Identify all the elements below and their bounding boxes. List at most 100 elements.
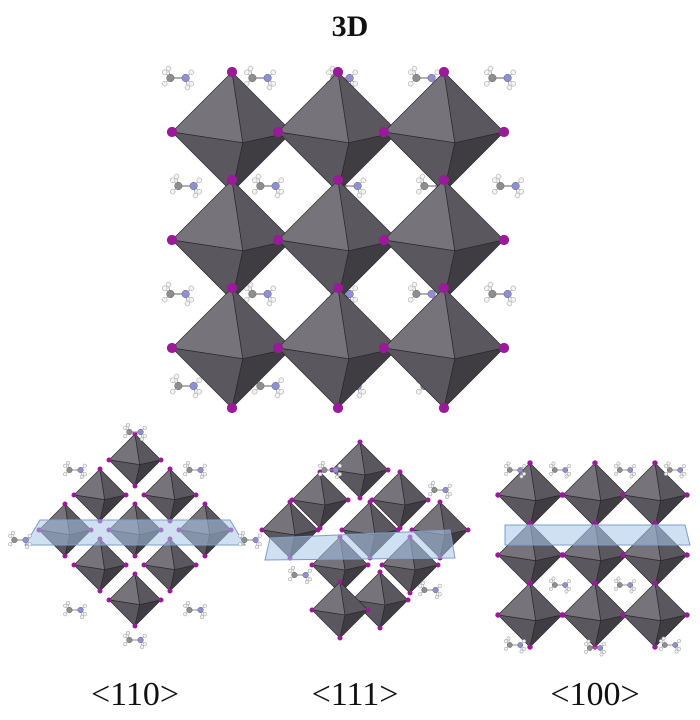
octahedron	[378, 282, 510, 414]
hydrogen-atom	[495, 173, 502, 180]
carbon-atom	[488, 289, 497, 299]
hydrogen-atom	[334, 474, 340, 480]
hydrogen-atom	[407, 285, 414, 292]
hydrogen-atom	[415, 188, 422, 195]
nitrogen-atom	[302, 571, 309, 579]
hydrogen-atom	[192, 392, 199, 399]
hydrogen-atom	[434, 594, 440, 600]
nitrogen-atom	[197, 466, 204, 474]
iodide-atom	[315, 527, 321, 533]
octahedron	[106, 431, 164, 489]
hydrogen-atom	[278, 377, 285, 384]
hydrogen-atom	[202, 612, 207, 617]
octahedron	[369, 469, 431, 531]
hydrogen-atom	[548, 586, 553, 591]
iodide-atom	[166, 234, 178, 246]
iodide-atom	[527, 520, 533, 526]
octahedron-face	[108, 573, 141, 606]
hydrogen-atom	[674, 649, 679, 654]
octahedron-face	[171, 179, 244, 252]
octahedron-face	[277, 71, 350, 144]
iodide-atom	[357, 495, 363, 501]
carbon-atom	[166, 289, 175, 299]
iodide-atom	[259, 527, 265, 533]
hydrogen-atom	[551, 576, 556, 581]
iodide-atom	[202, 501, 208, 507]
nitrogen-atom	[503, 73, 512, 83]
octahedron-face	[339, 564, 370, 595]
iodide-atom	[620, 552, 626, 558]
octahedron-face	[277, 287, 350, 360]
carbon-atom	[126, 428, 133, 436]
nitrogen-atom	[672, 642, 679, 648]
nitrogen-atom	[427, 73, 436, 83]
hydrogen-atom	[188, 80, 195, 87]
octahedron	[71, 536, 129, 594]
carbon-atom	[421, 586, 428, 594]
octahedron-face	[107, 599, 141, 627]
octahedron-face	[99, 564, 128, 593]
iodide-atom	[287, 499, 293, 505]
hydrogen-atom	[420, 580, 426, 586]
octahedron-face	[654, 494, 689, 529]
octahedron-face	[99, 494, 128, 523]
hydrogen-atom	[188, 69, 195, 76]
hydrogen-atom	[548, 471, 553, 476]
iodide-atom	[560, 552, 566, 558]
hydrogen-atom	[196, 188, 203, 195]
hydrogen-atom	[519, 474, 524, 479]
octahedron-face	[594, 554, 629, 589]
iodide-atom	[71, 492, 77, 498]
hydrogen-atom	[196, 388, 203, 395]
iodide-atom	[378, 126, 390, 138]
view-110-label: <110>	[90, 676, 180, 713]
hydrogen-atom	[503, 464, 508, 469]
hydrogen-atom	[123, 642, 128, 647]
hydrogen-atom	[251, 188, 258, 195]
hydrogen-atom	[202, 603, 207, 608]
view-100-structure	[495, 460, 691, 657]
octahedron-face	[497, 462, 537, 502]
hydrogen-atom	[247, 65, 254, 72]
hydrogen-atom	[337, 463, 342, 468]
hydrogen-atom	[491, 177, 498, 184]
iodide-atom	[167, 466, 173, 472]
carbon-atom	[431, 486, 438, 494]
iodide-atom	[106, 457, 112, 463]
iodide-atom	[106, 597, 112, 603]
hydrogen-atom	[360, 177, 367, 184]
carbon-atom	[186, 466, 193, 474]
octahedron-face	[443, 239, 506, 302]
hydrogen-atom	[185, 460, 191, 466]
iodide-atom	[385, 467, 391, 473]
iodide-atom	[367, 499, 373, 505]
hydrogen-atom	[679, 474, 684, 479]
methylammonium-cation	[238, 530, 262, 550]
octahedron-face	[231, 131, 294, 194]
hydrogen-atom	[79, 614, 85, 620]
iodide-atom	[560, 492, 566, 498]
octahedron-face	[529, 614, 564, 649]
carbon-atom	[186, 606, 193, 614]
octahedron-face	[383, 287, 456, 360]
hydrogen-atom	[677, 639, 682, 644]
iodide-atom	[132, 571, 138, 577]
hydrogen-atom	[142, 633, 147, 638]
nitrogen-atom	[271, 181, 280, 191]
hydrogen-atom	[613, 471, 618, 476]
carbon-atom	[174, 381, 183, 391]
iodide-atom	[132, 623, 138, 629]
octahedron	[141, 466, 199, 524]
iodide-atom	[377, 625, 383, 631]
iodide-atom	[498, 234, 510, 246]
hydrogen-atom	[411, 281, 418, 288]
carbon-atom	[586, 645, 593, 651]
hydrogen-atom	[616, 461, 621, 466]
hydrogen-atom	[165, 65, 172, 72]
nitrogen-atom	[263, 73, 272, 83]
carbon-atom	[666, 467, 673, 473]
hydrogen-atom	[613, 579, 618, 584]
octahedron	[309, 579, 371, 641]
iodide-atom	[592, 460, 598, 466]
iodide-atom	[498, 342, 510, 354]
